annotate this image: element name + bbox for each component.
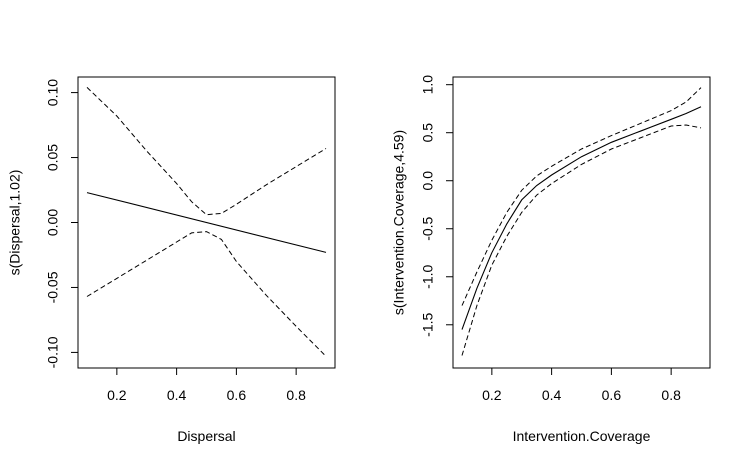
y-axis-title: s(Intervention.Coverage,4.59) xyxy=(391,130,407,315)
panel-1: 0.2 0.4 0.6 0.8 -0.10 -0.05 0.00 0.05 0.10 Disper… xyxy=(7,76,336,444)
y-tick-label: -1.5 xyxy=(420,313,436,337)
x-tick-label: 0.2 xyxy=(107,387,127,403)
plot-frame xyxy=(452,76,711,369)
y-tick-label: -1.0 xyxy=(420,264,436,288)
upper-confidence-band xyxy=(461,87,702,306)
y-tick-label: -0.10 xyxy=(45,336,61,368)
y-tick-label: 0.00 xyxy=(45,209,61,236)
x-tick-label: 0.8 xyxy=(286,387,306,403)
y-axis-title: s(Dispersal,1.02) xyxy=(7,170,23,276)
panel-2: 0.2 0.4 0.6 0.8 -1.5 -1.0 -0.5 0.0 0.5 1.0 Interve… xyxy=(391,75,711,444)
y-tick-label: 0.0 xyxy=(420,171,436,191)
y-tick-label: 0.5 xyxy=(420,123,436,143)
y-tick-label: 0.05 xyxy=(45,144,61,171)
y-tick-label: -0.05 xyxy=(45,271,61,303)
x-tick-label: 0.2 xyxy=(482,387,502,403)
smooth-fit-line xyxy=(86,192,327,253)
x-tick-label: 0.6 xyxy=(602,387,622,403)
x-tick-label: 0.4 xyxy=(542,387,562,403)
smooth-fit-line xyxy=(461,106,702,330)
upper-confidence-band xyxy=(86,87,327,216)
y-tick-label: 1.0 xyxy=(420,75,436,95)
lower-confidence-band xyxy=(86,231,327,357)
x-tick-label: 0.8 xyxy=(661,387,681,403)
y-tick-label: -0.5 xyxy=(420,216,436,240)
lower-confidence-band xyxy=(461,124,702,356)
x-axis-title: Intervention.Coverage xyxy=(513,428,651,444)
x-axis-title: Dispersal xyxy=(177,428,235,444)
x-tick-label: 0.4 xyxy=(167,387,187,403)
x-tick-label: 0.6 xyxy=(227,387,247,403)
y-tick-label: 0.10 xyxy=(45,79,61,106)
